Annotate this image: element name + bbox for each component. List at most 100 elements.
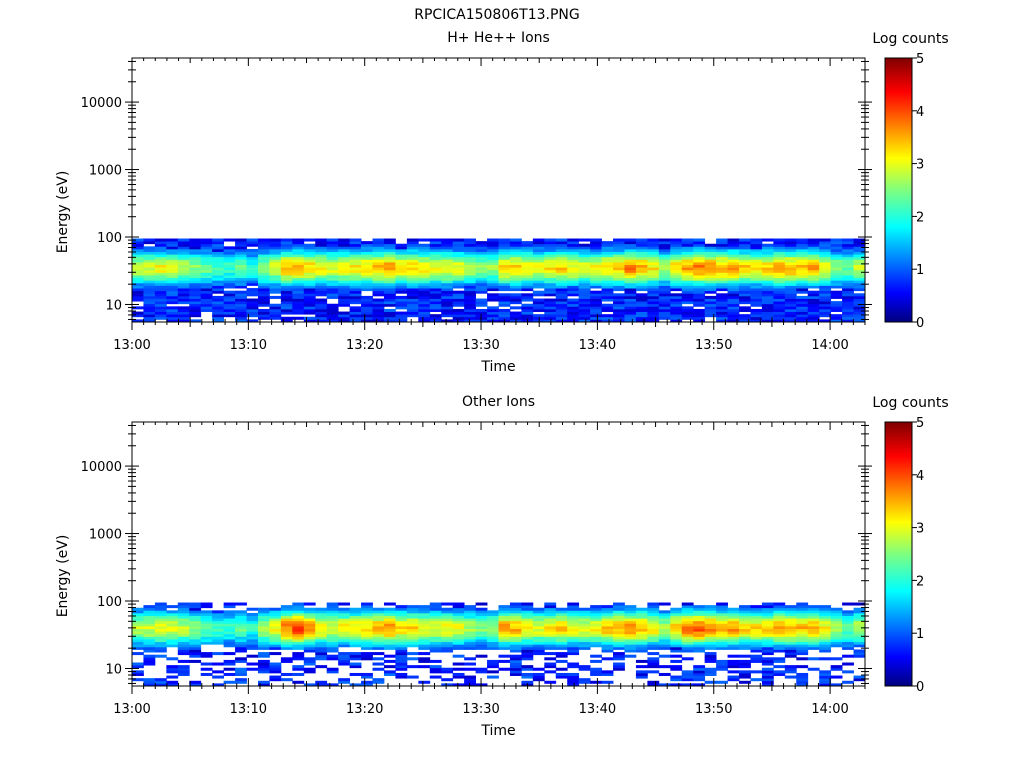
heatmap-cell xyxy=(280,631,293,635)
heatmap-cell xyxy=(464,639,476,643)
heatmap-cell xyxy=(223,680,236,684)
heatmap-cell xyxy=(819,646,832,650)
heatmap-cell xyxy=(842,285,854,289)
heatmap-cell xyxy=(819,262,832,266)
heatmap-cell xyxy=(383,610,396,614)
heatmap-cell xyxy=(842,293,854,297)
heatmap-cell xyxy=(750,633,763,637)
heatmap-cell xyxy=(635,303,648,307)
heatmap-cell xyxy=(704,306,717,310)
heatmap-cell xyxy=(326,264,339,268)
heatmap-cell xyxy=(166,251,179,255)
heatmap-cell xyxy=(177,293,190,297)
heatmap-cell xyxy=(154,654,167,658)
heatmap-cell xyxy=(372,657,385,661)
heatmap-cell xyxy=(200,275,213,279)
heatmap-cell xyxy=(681,657,694,661)
heatmap-cell xyxy=(761,251,774,255)
heatmap-cell xyxy=(842,264,854,268)
heatmap-cell xyxy=(521,649,534,653)
heatmap-cell xyxy=(647,646,660,650)
heatmap-cell xyxy=(338,639,351,643)
heatmap-cell xyxy=(613,626,625,630)
heatmap-cell xyxy=(223,248,236,252)
heatmap-cell xyxy=(441,615,454,619)
heatmap-cell xyxy=(475,602,488,606)
heatmap-cell xyxy=(269,303,282,307)
heatmap-cell xyxy=(257,615,270,619)
heatmap-cell xyxy=(166,264,179,268)
heatmap-cell xyxy=(212,246,225,250)
heatmap-cell xyxy=(326,639,339,643)
heatmap-cell xyxy=(853,301,866,305)
heatmap-cell xyxy=(704,631,717,635)
heatmap-cell xyxy=(590,680,602,684)
heatmap-cell xyxy=(143,295,156,299)
heatmap-cell xyxy=(257,620,270,624)
heatmap-cell xyxy=(143,615,156,619)
heatmap-cell xyxy=(693,295,706,299)
heatmap-cell xyxy=(498,316,511,320)
heatmap-cell xyxy=(177,659,190,663)
heatmap-cell xyxy=(280,293,293,297)
heatmap-cell xyxy=(704,628,717,632)
heatmap-cell xyxy=(750,639,763,643)
heatmap-cell xyxy=(670,314,683,318)
heatmap-cell xyxy=(739,612,751,616)
heatmap-cell xyxy=(166,290,179,294)
heatmap-cell xyxy=(292,238,305,242)
heatmap-cell xyxy=(739,241,751,245)
heatmap-cell xyxy=(246,654,259,658)
heatmap-cell xyxy=(269,612,282,616)
heatmap-cell xyxy=(761,610,774,614)
heatmap-cell xyxy=(521,264,534,268)
heatmap-cell xyxy=(269,652,282,656)
heatmap-cell xyxy=(383,285,396,289)
heatmap-cell xyxy=(452,662,465,666)
heatmap-cell xyxy=(796,259,809,263)
heatmap-cell xyxy=(796,631,809,635)
heatmap-cell xyxy=(292,639,305,643)
heatmap-cell xyxy=(464,633,476,637)
heatmap-cell xyxy=(693,303,706,307)
heatmap-cell xyxy=(372,607,385,611)
heatmap-cell xyxy=(624,303,637,307)
heatmap-cell xyxy=(704,248,717,252)
heatmap-cell xyxy=(189,264,202,268)
heatmap-cell xyxy=(750,620,763,624)
heatmap-cell xyxy=(326,626,339,630)
heatmap-cell xyxy=(200,290,213,294)
heatmap-cell xyxy=(819,641,832,645)
heatmap-cell xyxy=(154,631,167,635)
heatmap-cell xyxy=(235,243,247,247)
heatmap-cell xyxy=(647,267,660,271)
heatmap-cell xyxy=(693,607,706,611)
heatmap-cell xyxy=(807,615,820,619)
heatmap-cell xyxy=(761,262,774,266)
heatmap-cell xyxy=(613,280,625,284)
heatmap-cell xyxy=(567,267,580,271)
heatmap-cell xyxy=(716,610,728,614)
heatmap-cell xyxy=(132,631,144,635)
heatmap-cell xyxy=(452,319,465,323)
heatmap-cell xyxy=(670,295,683,299)
heatmap-cell xyxy=(406,612,419,616)
heatmap-cell xyxy=(464,256,476,260)
heatmap-cell xyxy=(647,293,660,297)
heatmap-cell xyxy=(452,311,465,315)
heatmap-cell xyxy=(613,298,625,302)
heatmap-cell xyxy=(406,251,419,255)
heatmap-cell xyxy=(716,288,728,292)
heatmap-cell xyxy=(830,308,843,312)
heatmap-cell xyxy=(509,620,522,624)
heatmap-cell xyxy=(853,269,866,273)
heatmap-cell xyxy=(361,295,373,299)
heatmap-cell xyxy=(716,272,728,276)
heatmap-cell xyxy=(784,298,797,302)
heatmap-cell xyxy=(681,254,694,258)
heatmap-cell xyxy=(727,670,740,674)
heatmap-cell xyxy=(578,238,591,242)
heatmap-cell xyxy=(269,262,282,266)
heatmap-cell xyxy=(235,615,247,619)
heatmap-cell xyxy=(739,314,751,318)
